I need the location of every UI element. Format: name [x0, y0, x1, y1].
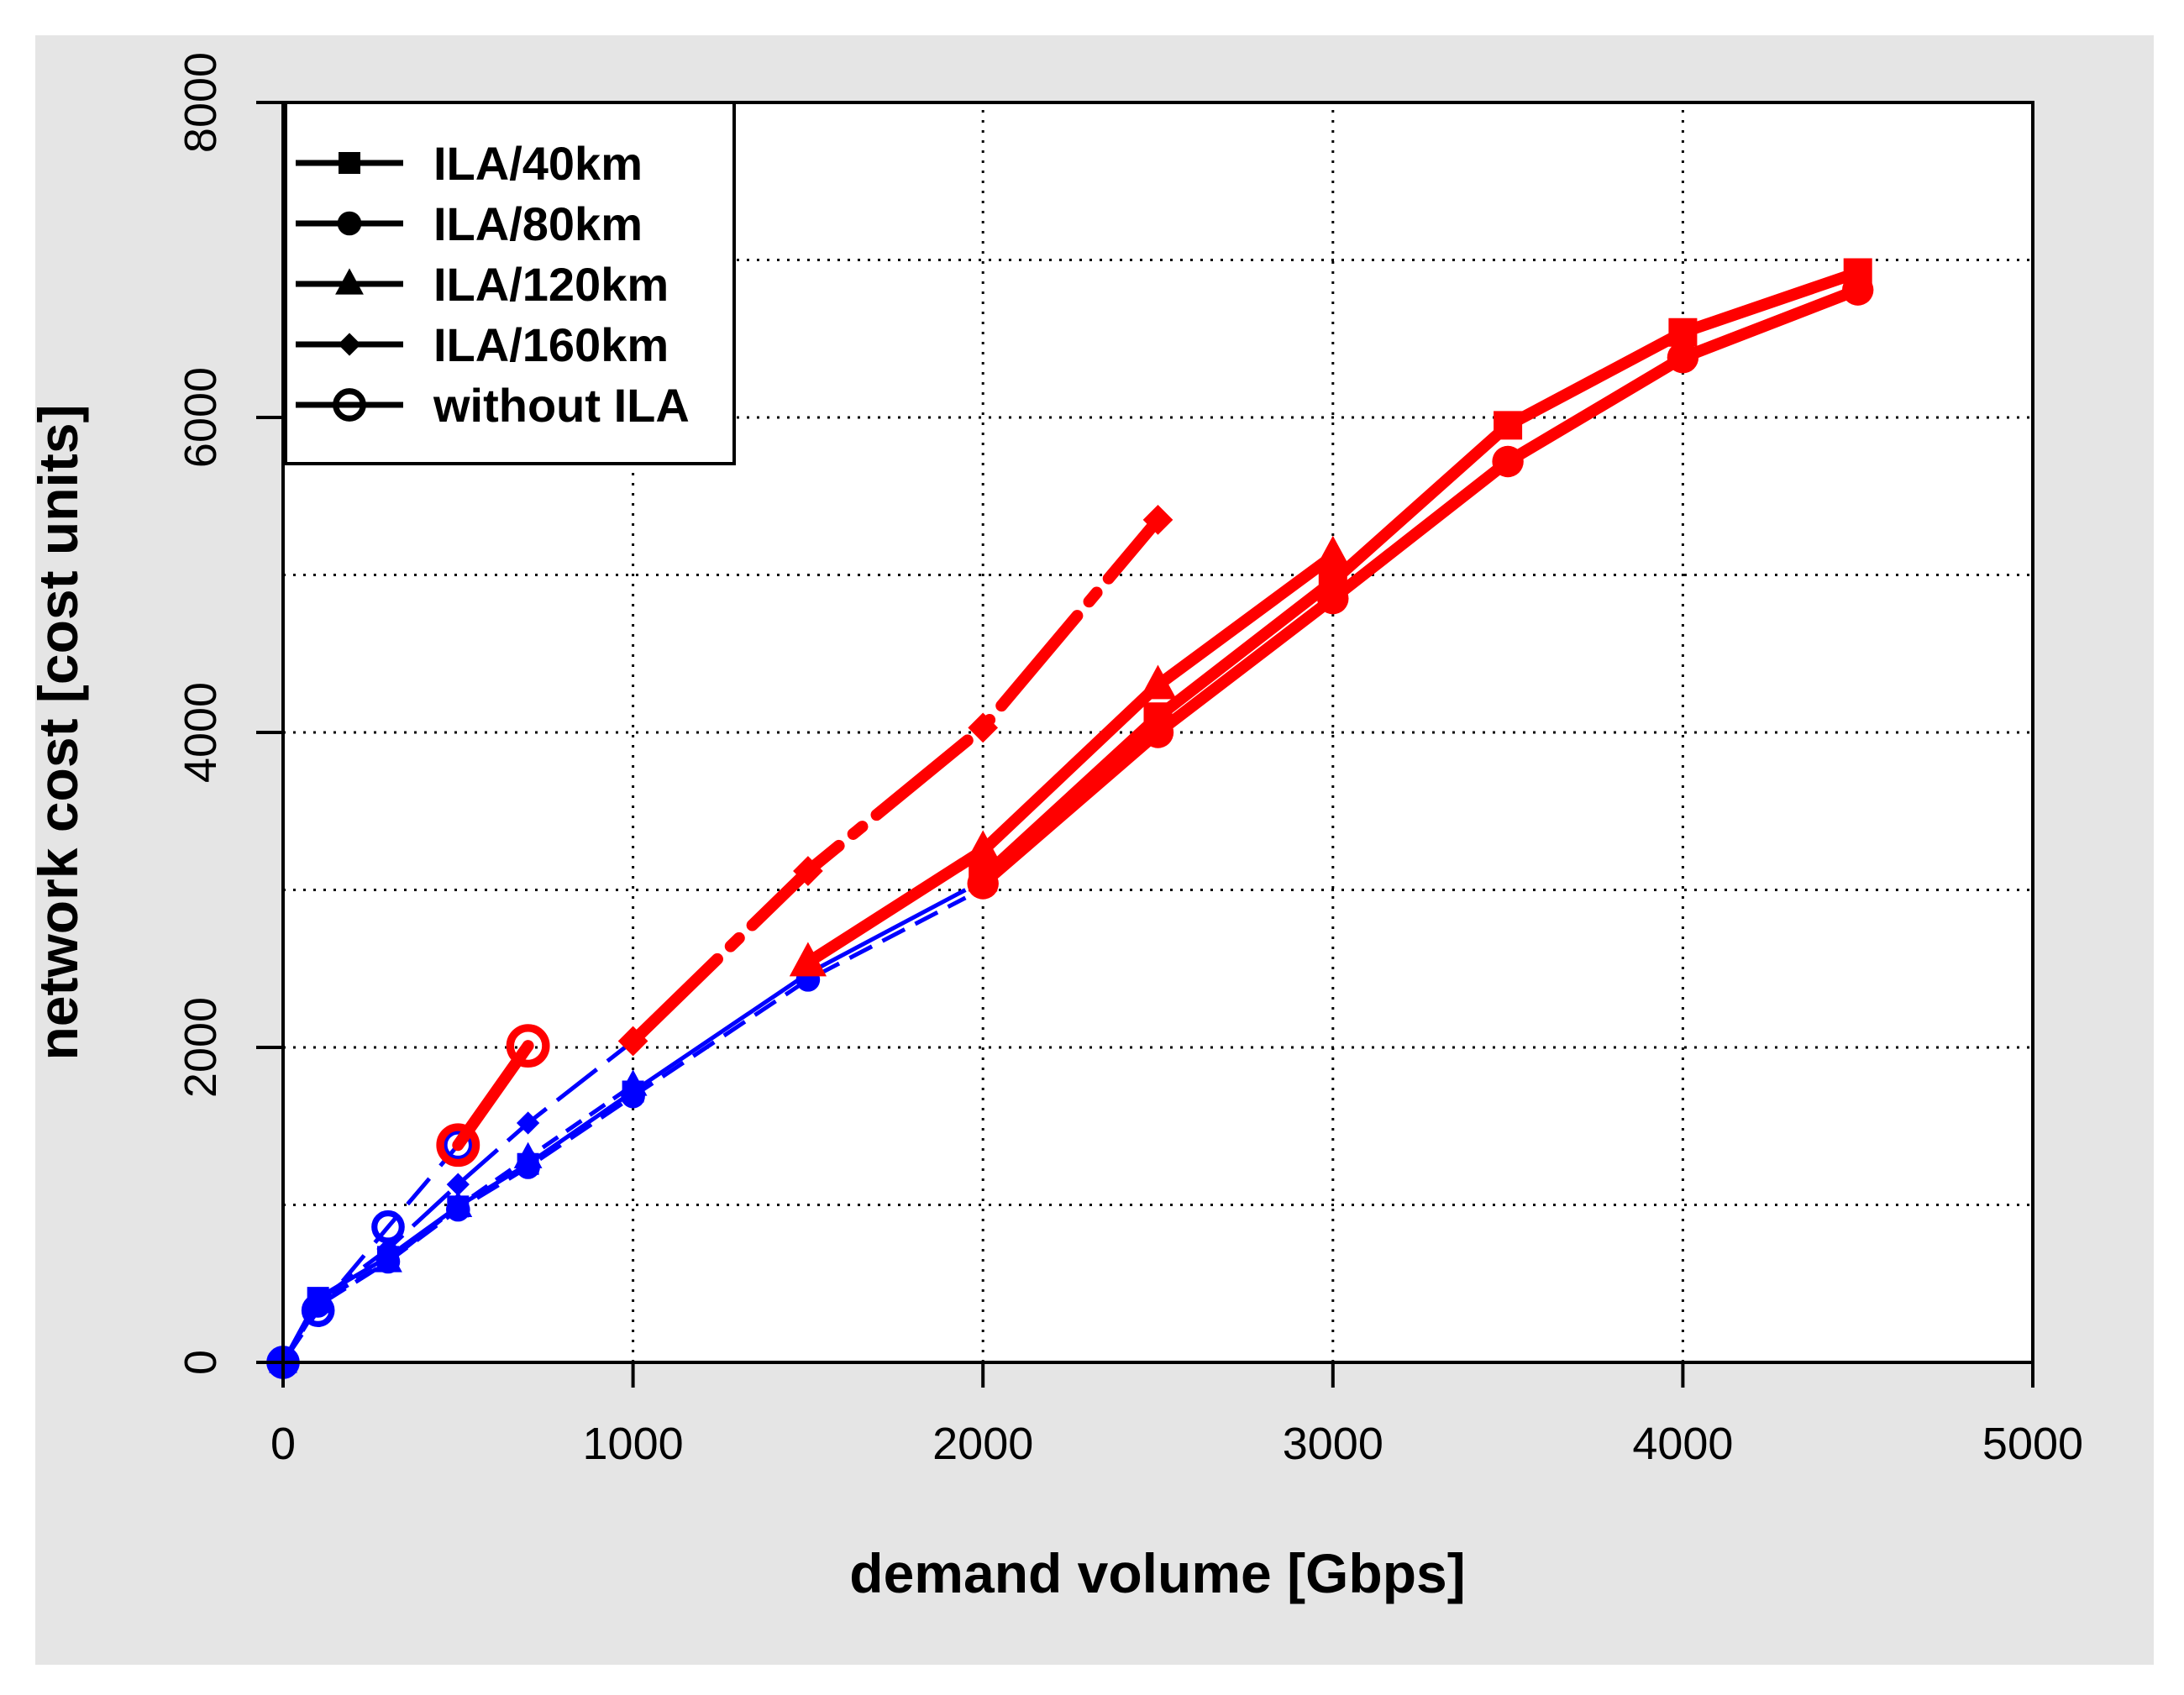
- legend-marker: [338, 333, 361, 356]
- legend-item-ila-120km: ILA/120km: [296, 258, 669, 311]
- y-tick-label: 8000: [176, 52, 226, 153]
- point-ila-120km-high: [1139, 664, 1177, 700]
- x-tick-label: 3000: [1283, 1419, 1383, 1469]
- series-layer: [266, 258, 1874, 1379]
- legend-label: without ILA: [433, 379, 690, 432]
- legend-item-ila-160km: ILA/160km: [296, 318, 669, 371]
- point-ila-80km-high: [1492, 445, 1524, 478]
- legend-marker: [339, 152, 360, 174]
- x-tick-label: 0: [270, 1419, 296, 1469]
- point-ila-160km-high: [793, 856, 823, 886]
- line-ila-160km-low: [281, 1039, 635, 1364]
- legend-label: ILA/160km: [433, 318, 669, 371]
- point-ila-160km-low: [516, 1111, 540, 1135]
- point-ila-120km-low: [513, 1141, 543, 1168]
- y-tick-label: 4000: [176, 682, 226, 783]
- legend-label: ILA/40km: [433, 137, 643, 190]
- y-tick-label: 6000: [176, 367, 226, 468]
- point-ila-40km-high: [1494, 411, 1523, 440]
- legend-item-ila-80km: ILA/80km: [296, 197, 643, 250]
- line-ila-120km-high: [801, 550, 1339, 968]
- legend-item-ila-40km: ILA/40km: [296, 137, 643, 190]
- point-ila-120km-low: [444, 1190, 473, 1218]
- y-axis-title: network cost [cost units]: [27, 404, 89, 1060]
- point-ila-160km-high: [1142, 505, 1173, 535]
- x-tick-label: 1000: [583, 1419, 684, 1469]
- line-ila-80km-high: [977, 284, 1864, 889]
- y-tick-label: 0: [176, 1350, 226, 1375]
- point-ila-160km-low: [446, 1173, 470, 1196]
- point-ila-160km-low: [376, 1237, 400, 1261]
- point-ila-120km-high: [964, 830, 1002, 865]
- axes: 0 1000 2000 3000 4000 5000 0 2000 4000 6000 8000: [176, 52, 2083, 1469]
- legend-item-without-ila: without ILA: [296, 379, 690, 432]
- point-ila-160km-high: [617, 1026, 648, 1057]
- point-without-ila-low: [441, 1128, 475, 1162]
- series-without-ila: [266, 1024, 550, 1379]
- line-without-ila-low: [281, 1143, 460, 1364]
- point-ila-80km-high: [1317, 582, 1349, 615]
- point-ila-120km-high: [1314, 535, 1352, 570]
- legend-marker: [335, 268, 364, 295]
- legend-label: ILA/80km: [433, 197, 643, 250]
- point-ila-160km-high: [968, 712, 999, 743]
- point-without-ila-high: [506, 1024, 550, 1068]
- point-without-ila-high: [436, 1123, 480, 1168]
- x-tick-label: 2000: [932, 1419, 1033, 1469]
- point-ila-80km-high: [1842, 274, 1874, 306]
- line-ila-160km-high: [627, 513, 1164, 1047]
- legend-marker: [337, 211, 362, 236]
- legend: ILA/40km ILA/80km ILA/120km ILA/160km withou…: [284, 101, 736, 465]
- y-tick-label: 2000: [176, 997, 226, 1098]
- point-ila-80km-high: [1142, 716, 1174, 748]
- legend-label: ILA/120km: [433, 258, 669, 311]
- point-without-ila-low: [301, 1294, 335, 1327]
- x-tick-label: 5000: [1982, 1419, 2083, 1469]
- point-ila-80km-high: [1667, 342, 1699, 374]
- x-tick-label: 4000: [1632, 1419, 1733, 1469]
- point-ila-120km-high: [789, 942, 827, 977]
- point-ila-120km-low: [618, 1069, 648, 1096]
- point-ila-80km-high: [967, 868, 999, 900]
- point-without-ila-low: [371, 1210, 405, 1244]
- line-ila-40km-high: [977, 266, 1864, 884]
- x-axis-title: demand volume [Gbps]: [849, 1542, 1465, 1604]
- legend-marker: [333, 388, 366, 422]
